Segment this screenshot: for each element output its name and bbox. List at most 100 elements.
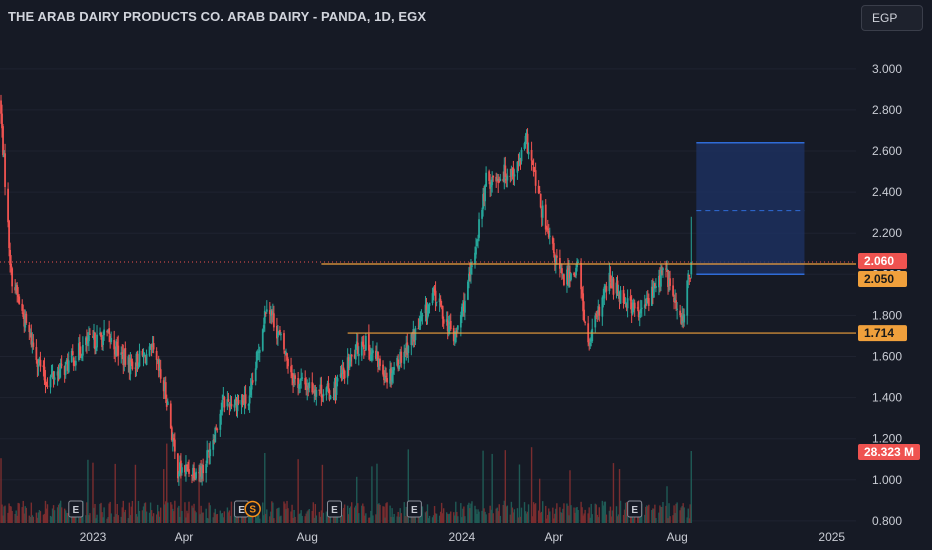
volume-bar xyxy=(630,516,633,523)
volume-bar xyxy=(441,513,444,523)
candle-body xyxy=(533,170,536,172)
candle-body xyxy=(668,279,670,286)
candle-body xyxy=(59,363,62,370)
candle-body xyxy=(534,170,537,186)
candle-body xyxy=(570,273,572,280)
candle-body xyxy=(539,193,542,208)
volume-bar xyxy=(660,506,662,523)
candle-body xyxy=(502,178,505,182)
volume-bar xyxy=(548,508,550,523)
volume-bar xyxy=(533,504,536,523)
volume-bar xyxy=(400,513,402,523)
candle-body xyxy=(452,328,455,342)
volume-bar xyxy=(574,512,576,523)
candle-body xyxy=(195,471,197,479)
volume-bar xyxy=(598,507,601,523)
candle-body xyxy=(411,333,414,338)
candle-body xyxy=(284,350,286,354)
candle-body xyxy=(615,282,618,294)
candle-body xyxy=(46,385,49,387)
candle-body xyxy=(315,390,318,397)
volume-bar xyxy=(679,510,681,523)
volume-bar xyxy=(9,505,11,523)
volume-bar xyxy=(448,514,450,523)
candle-body xyxy=(594,315,597,328)
volume-bar xyxy=(134,464,137,523)
currency-button[interactable]: EGP xyxy=(861,5,923,31)
candle-body xyxy=(78,341,81,355)
candle-body xyxy=(262,325,265,329)
volume-bar xyxy=(165,501,167,523)
volume-bar xyxy=(213,512,215,523)
candle-body xyxy=(644,303,647,306)
volume-bar xyxy=(644,514,646,523)
x-tick-label: 2024 xyxy=(449,530,476,544)
candle-body xyxy=(497,179,500,183)
volume-bar xyxy=(631,513,634,523)
volume-bar xyxy=(11,510,13,523)
volume-bar xyxy=(39,511,42,523)
candle-body xyxy=(101,338,103,347)
candle-body xyxy=(318,389,321,391)
volume-bar xyxy=(259,518,261,523)
volume-bar xyxy=(498,504,500,523)
candle-body xyxy=(307,385,310,390)
candle-body xyxy=(110,337,113,342)
candle-body xyxy=(686,280,689,316)
volume-bar xyxy=(187,513,189,523)
event-label: E xyxy=(72,505,79,516)
volume-bar xyxy=(117,515,119,523)
volume-bar xyxy=(250,514,253,523)
candle-body xyxy=(417,328,420,330)
candle-body xyxy=(552,243,555,254)
volume-bar xyxy=(209,505,211,523)
volume-bar xyxy=(570,505,572,523)
candle-body xyxy=(92,336,94,338)
candle-body xyxy=(270,311,273,315)
candle-body xyxy=(467,281,469,300)
volume-bar xyxy=(464,516,466,523)
candle-body xyxy=(3,154,5,157)
candle-body xyxy=(335,383,338,395)
volume-bar xyxy=(619,500,622,523)
level-label-bg xyxy=(858,271,907,288)
candle-body xyxy=(30,333,33,345)
candle-body xyxy=(64,361,67,375)
candle-body xyxy=(427,304,430,310)
candle-body xyxy=(488,171,491,181)
candle-body xyxy=(537,185,540,193)
split-event-marker xyxy=(244,500,261,518)
volume-bar xyxy=(194,510,196,523)
volume-bar xyxy=(279,516,281,523)
candle-body xyxy=(248,395,251,404)
volume-bar xyxy=(89,513,91,523)
candle-body xyxy=(226,399,229,407)
volume-bar xyxy=(304,516,306,523)
candle-body xyxy=(208,450,211,458)
candle-body xyxy=(498,180,501,182)
volume-bar xyxy=(637,514,639,523)
candle-body xyxy=(109,335,112,342)
candle-body xyxy=(287,358,289,367)
volume-bar xyxy=(478,511,480,523)
volume-bar xyxy=(258,514,260,523)
volume-bar xyxy=(652,508,654,523)
candle-body xyxy=(202,464,205,474)
volume-bar xyxy=(272,502,274,523)
candle-body xyxy=(42,365,45,368)
volume-bar xyxy=(362,503,364,523)
volume-bar xyxy=(389,505,391,523)
candle-body xyxy=(513,174,516,177)
volume-bar xyxy=(405,506,407,523)
volume-bar xyxy=(393,513,395,523)
candle-body xyxy=(640,307,643,310)
candle-body xyxy=(453,340,456,342)
candle-body xyxy=(216,428,219,430)
candle-body xyxy=(251,380,254,383)
volume-bar xyxy=(439,511,442,523)
candle-body xyxy=(343,370,346,379)
candle-body xyxy=(637,310,640,318)
volume-bar xyxy=(135,514,138,523)
candle-body xyxy=(99,332,101,335)
